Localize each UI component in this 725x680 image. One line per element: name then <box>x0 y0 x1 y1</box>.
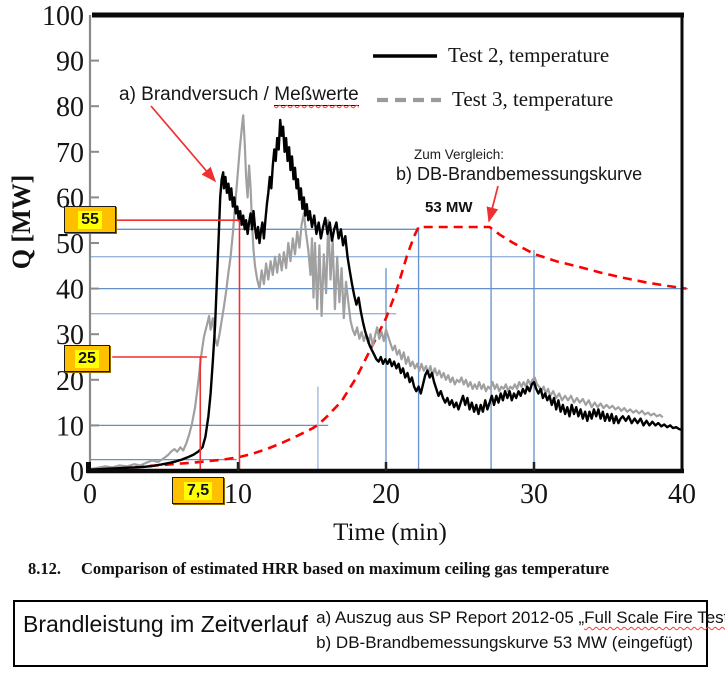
red-arrow-1 <box>486 185 499 223</box>
annotation-measured-word: Meßwerte <box>274 84 359 106</box>
value-tag-55-text: 55 <box>78 210 102 229</box>
footer-title: Brandleistung im Zeitverlauf <box>23 611 309 637</box>
origin-notch <box>86 462 91 473</box>
red-arrow-0 <box>150 105 217 183</box>
legend-label-test3: Test 3, temperature <box>452 87 614 111</box>
ytick-label-10: 10 <box>56 411 84 442</box>
footer-box: Brandleistung im Zeitverlauf a) Auszug a… <box>13 600 725 667</box>
ytick-label-90: 90 <box>56 47 84 78</box>
guide-lines <box>90 227 688 471</box>
red-marker-lines <box>112 105 499 471</box>
figure-caption: 8.12. Comparison of estimated HRR based … <box>28 559 609 579</box>
value-tag-7-5: 7,5 <box>172 477 224 504</box>
ytick-label-70: 70 <box>56 138 84 169</box>
annotation-measured-prefix: a) Brandversuch / <box>119 84 275 105</box>
y-axis-title: Q [MW] <box>7 174 36 270</box>
series-0 <box>89 118 683 471</box>
xtick-label-10: 10 <box>224 479 252 510</box>
footer-source-lines: a) Auszug aus SP Report 2012-05 „Full Sc… <box>316 605 725 655</box>
footer-line-a-prefix: a) Auszug aus SP Report 2012-05 „ <box>316 608 585 627</box>
legend-swatch-solid-line-icon <box>373 53 437 58</box>
value-tag-25-text: 25 <box>75 349 99 368</box>
ytick-label-50: 50 <box>56 229 84 260</box>
legend-swatch-dashed-line-icon <box>377 97 441 102</box>
value-tag-25: 25 <box>64 345 110 372</box>
footer-line-a-quoted: Full Scale Fire Test <box>584 608 725 627</box>
caption-text: Comparison of estimated HRR based on max… <box>81 559 610 578</box>
annotation-comparison-small: Zum Vergleich: <box>414 147 505 162</box>
series-2 <box>89 225 687 472</box>
annotation-53mw: 53 MW <box>425 199 473 216</box>
xtick-label-20: 20 <box>372 479 400 510</box>
value-tag-7-5-text: 7,5 <box>183 481 213 500</box>
data-series <box>89 114 687 472</box>
xtick-label-0: 0 <box>83 479 97 510</box>
annotation-measured-curves: a) Brandversuch / Meßwerte <box>119 84 359 106</box>
xtick-label-30: 30 <box>520 479 548 510</box>
footer-line-b: b) DB-Brandbemessungskurve 53 MW (eingef… <box>316 633 694 652</box>
ytick-label-100: 100 <box>42 1 84 32</box>
xtick-label-40: 40 <box>668 479 696 510</box>
legend-label-test2: Test 2, temperature <box>448 43 610 67</box>
value-tag-55: 55 <box>64 206 116 233</box>
caption-number: 8.12. <box>28 559 61 578</box>
legend-item-test2: Test 2, temperature <box>372 43 609 68</box>
ytick-label-40: 40 <box>56 275 84 306</box>
series-1 <box>89 114 664 471</box>
legend-item-test3: Test 3, temperature <box>376 87 613 112</box>
footer-line-a: a) Auszug aus SP Report 2012-05 „Full Sc… <box>316 605 725 630</box>
annotation-db-curve: b) DB-Brandbemessungskurve <box>396 164 643 184</box>
x-axis-title: Time (min) <box>333 519 447 546</box>
ytick-label-80: 80 <box>56 92 84 123</box>
ytick-label-0: 0 <box>70 457 84 488</box>
